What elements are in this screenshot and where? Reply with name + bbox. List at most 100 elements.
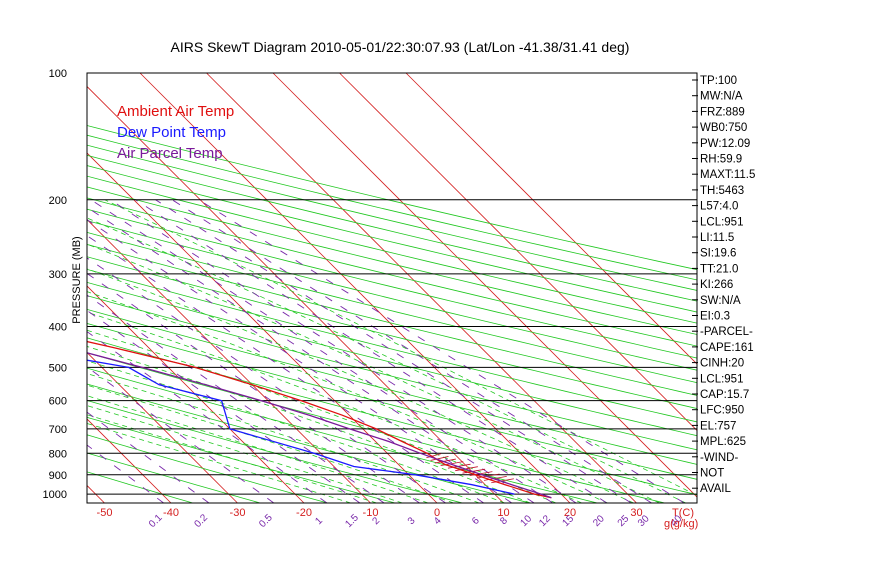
isotherm-line (206, 73, 637, 503)
stability-index-label: -WIND- (700, 452, 738, 464)
stability-index-label: CAP:15.7 (700, 389, 749, 401)
dry-adiabat-line (87, 399, 463, 503)
moist-adiabat-line (104, 199, 697, 496)
moist-adiabat-line (87, 423, 351, 503)
dry-adiabat-line (87, 154, 697, 302)
x-axis-unit-label: T(C) (672, 507, 694, 519)
legend: Ambient Air Temp Dew Point Temp Air Parcel… (117, 103, 234, 162)
stability-index-label: TT:21.0 (700, 263, 738, 275)
dry-adiabat-line (87, 337, 697, 496)
stability-index-label: WB0:750 (700, 122, 747, 134)
dry-adiabat-line (87, 186, 697, 335)
pressure-tick-labels: 100 200 300 400 500 600 700 800 900 1000 (43, 68, 67, 501)
moist-adiabat-line (87, 243, 660, 503)
moist-adiabat-line (87, 217, 686, 503)
bottom-temp-tick-label: -20 (296, 507, 312, 519)
stability-index-label: MAXT:11.5 (700, 169, 755, 181)
stability-index-label: -PARCEL- (700, 326, 753, 338)
moist-adiabat-line (87, 384, 454, 503)
bottom-temp-tick-label: 0 (434, 507, 440, 519)
dry-adiabat-line (87, 175, 697, 324)
cin-hatch (491, 478, 514, 484)
dry-adiabat-line (87, 165, 697, 313)
dewpoint-temp-profile (87, 359, 515, 495)
stability-index-label: MW:N/A (700, 91, 743, 103)
legend-entry: Dew Point Temp (117, 124, 226, 141)
legend-entry: Ambient Air Temp (117, 103, 234, 120)
stability-index-label: SW:N/A (700, 295, 741, 307)
moist-adiabat-line (87, 395, 429, 503)
mixing-ratio-line (87, 219, 513, 503)
stability-index-label: AVAIL (700, 483, 731, 495)
dry-adiabat-line (87, 144, 697, 291)
stability-index-label: NOT (700, 468, 724, 480)
mixing-ratio-line (109, 199, 577, 503)
mixing-ratio-line (198, 199, 685, 503)
pressure-tick-label: 200 (49, 195, 67, 207)
stability-index-label: SI:19.6 (700, 248, 736, 260)
cin-hatch (476, 473, 500, 479)
stability-index-label: RH:59.9 (700, 154, 742, 166)
dry-adiabat-line (87, 134, 697, 281)
isotherm-line (339, 73, 697, 432)
moist-adiabat-line (87, 291, 608, 503)
moist-adiabat-line (87, 360, 505, 503)
stability-index-label: KI:266 (700, 279, 733, 291)
stability-index-label: FRZ:889 (700, 106, 745, 118)
cin-hatch (426, 453, 442, 459)
dry-adiabat-line (87, 416, 396, 503)
chart-title: AIRS SkewT Diagram 2010-05-01/22:30:07.9… (171, 39, 630, 55)
bottom-temp-tick-label: 30 (630, 507, 642, 519)
isotherm-line (87, 152, 438, 503)
dry-adiabat-line (87, 434, 328, 503)
mixing-ratio-line (87, 206, 535, 503)
stability-index-label: MPL:625 (700, 436, 746, 448)
stability-index-label: EL:757 (700, 420, 736, 432)
mixing-ratio-line (171, 199, 652, 503)
dry-adiabat-line (87, 231, 697, 384)
cin-hatch (469, 471, 493, 477)
pressure-tick-label: 300 (49, 269, 67, 281)
y-axis-label: PRESSURE (MB) (71, 236, 83, 323)
stability-index-label: PW:12.09 (700, 138, 750, 150)
cin-hatch (484, 476, 507, 481)
stability-index-label: CAPE:161 (700, 342, 754, 354)
dry-adiabat-line (87, 471, 193, 503)
bottom-temp-tick-label: -50 (97, 507, 113, 519)
mixing-ratio-unit-label: g(g/kg) (664, 518, 698, 530)
bottom-temp-tick-label: -10 (363, 507, 379, 519)
pressure-tick-label: 600 (49, 396, 67, 408)
plot-frame (86, 72, 698, 504)
sounding-profiles (87, 340, 552, 499)
stability-index-label: L57:4.0 (700, 201, 738, 213)
dry-adiabat-line (87, 256, 697, 409)
dry-adiabat-line (87, 125, 697, 271)
cin-hatch (447, 463, 471, 469)
dry-adiabat-line (87, 383, 530, 503)
cin-hatch (455, 466, 478, 472)
stability-index-label: LI:11.5 (700, 232, 734, 244)
isotherm-line (87, 418, 172, 503)
mixing-ratio-line (87, 235, 484, 503)
parcel-temp-profile (87, 352, 552, 499)
dry-adiabat-line (87, 452, 261, 503)
dry-adiabat-line (87, 197, 697, 347)
cin-hatch (434, 458, 456, 464)
legend-entry: Air Parcel Temp (117, 145, 223, 162)
mixing-ratio-line (90, 199, 554, 503)
cin-hatch (462, 468, 486, 474)
ambient-temp-profile (87, 340, 552, 499)
bottom-temp-tick-label: 10 (497, 507, 509, 519)
isotherm-line (87, 285, 305, 503)
isotherm-line (87, 351, 238, 503)
pressure-tick-label: 400 (49, 322, 67, 334)
dry-adiabat-line (87, 243, 697, 396)
pressure-tick-label: 500 (49, 362, 67, 374)
stability-index-label: LCL:951 (700, 373, 743, 385)
stability-index-label: TH:5463 (700, 185, 744, 197)
mixing-ratio-line (135, 199, 608, 503)
stability-index-label: LFC:950 (700, 405, 744, 417)
pressure-tick-label: 100 (49, 68, 67, 80)
